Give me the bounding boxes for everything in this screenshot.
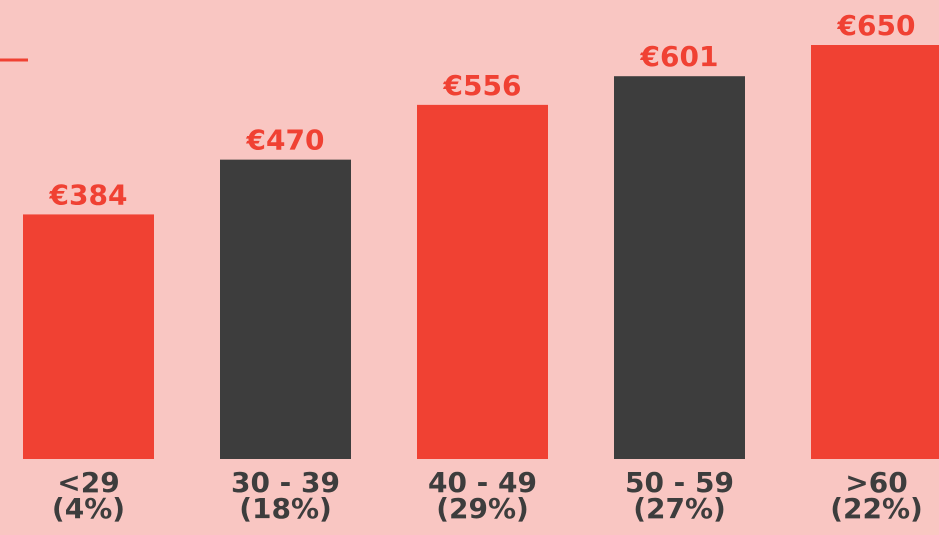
x-tick-label: 50 - 59 (27%) xyxy=(624,466,735,525)
x-tick-label: >60 (22%) xyxy=(830,466,923,525)
bar xyxy=(614,76,745,459)
x-tick-label: <29 (4%) xyxy=(51,466,126,525)
x-tick-label: 40 - 49 (29%) xyxy=(427,466,538,525)
value-label: €470 xyxy=(246,124,325,157)
bar xyxy=(220,159,351,459)
value-label: €384 xyxy=(49,178,128,211)
bar xyxy=(811,45,939,459)
bar xyxy=(23,214,154,459)
value-label: €601 xyxy=(640,40,719,73)
value-label: €650 xyxy=(837,9,916,42)
value-label: €556 xyxy=(443,69,522,102)
x-tick-label: 30 - 39 (18%) xyxy=(230,466,341,525)
bar xyxy=(417,104,548,460)
